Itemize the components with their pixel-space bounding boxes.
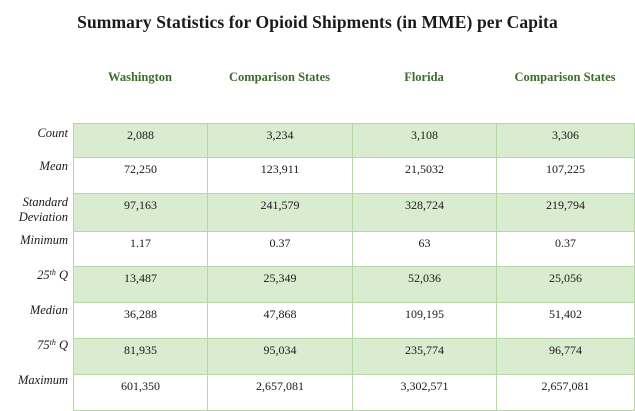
- row-label-mean: Mean: [39, 159, 68, 173]
- table-row: 2,088 3,234 3,108 3,306: [74, 124, 635, 158]
- table-cell: 0.37: [497, 232, 635, 266]
- table-cell: 81,935: [74, 339, 208, 374]
- table-cell: 25,349: [208, 267, 353, 302]
- table-cell: 1.17: [74, 232, 208, 266]
- table-cell: 0.37: [208, 232, 353, 266]
- table-row: 36,288 47,868 109,195 51,402: [74, 303, 635, 339]
- row-label-count: Count: [37, 126, 68, 140]
- table-cell: 36,288: [74, 303, 208, 338]
- table-cell: 97,163: [74, 194, 208, 231]
- table-cell: 96,774: [497, 339, 635, 374]
- table-cell: 72,250: [74, 158, 208, 193]
- table-row: 72,250 123,911 21,5032 107,225: [74, 158, 635, 194]
- column-header-comparison-states-1: Comparison States: [228, 70, 331, 84]
- table-cell: 219,794: [497, 194, 635, 231]
- table-cell: 3,302,571: [353, 375, 497, 410]
- table-row: 97,163 241,579 328,724 219,794: [74, 194, 635, 232]
- table-cell: 601,350: [74, 375, 208, 410]
- row-label-minimum: Minimum: [20, 233, 68, 247]
- table-cell: 95,034: [208, 339, 353, 374]
- row-label-maximum: Maximum: [18, 373, 68, 387]
- table-row: 601,350 2,657,081 3,302,571 2,657,081: [74, 375, 635, 411]
- table-cell: 51,402: [497, 303, 635, 338]
- table-title: Summary Statistics for Opioid Shipments …: [77, 12, 558, 32]
- column-header-comparison-states-2: Comparison States: [514, 70, 616, 84]
- table-cell: 63: [353, 232, 497, 266]
- column-header-washington: Washington: [108, 70, 172, 84]
- table-cell: 328,724: [353, 194, 497, 231]
- table-cell: 241,579: [208, 194, 353, 231]
- row-label-75th-q: 75th Q: [37, 338, 68, 352]
- table-cell: 2,657,081: [497, 375, 635, 410]
- table-cell: 13,487: [74, 267, 208, 302]
- summary-table: 2,088 3,234 3,108 3,306 72,250 123,911 2…: [73, 123, 635, 411]
- table-cell: 47,868: [208, 303, 353, 338]
- table-cell: 109,195: [353, 303, 497, 338]
- table-cell: 3,108: [353, 124, 497, 157]
- row-label-standard-deviation: Standard Deviation: [18, 195, 68, 224]
- table-cell: 235,774: [353, 339, 497, 374]
- table-row: 1.17 0.37 63 0.37: [74, 232, 635, 267]
- table-cell: 52,036: [353, 267, 497, 302]
- table-cell: 107,225: [497, 158, 635, 193]
- column-header-florida: Florida: [404, 70, 444, 84]
- table-cell: 123,911: [208, 158, 353, 193]
- table-row: 81,935 95,034 235,774 96,774: [74, 339, 635, 375]
- table-cell: 3,306: [497, 124, 635, 157]
- table-cell: 25,056: [497, 267, 635, 302]
- row-label-median: Median: [29, 303, 68, 317]
- table-cell: 2,657,081: [208, 375, 353, 410]
- row-label-25th-q: 25th Q: [37, 268, 68, 282]
- table-cell: 21,5032: [353, 158, 497, 193]
- table-row: 13,487 25,349 52,036 25,056: [74, 267, 635, 303]
- table-cell: 3,234: [208, 124, 353, 157]
- table-cell: 2,088: [74, 124, 208, 157]
